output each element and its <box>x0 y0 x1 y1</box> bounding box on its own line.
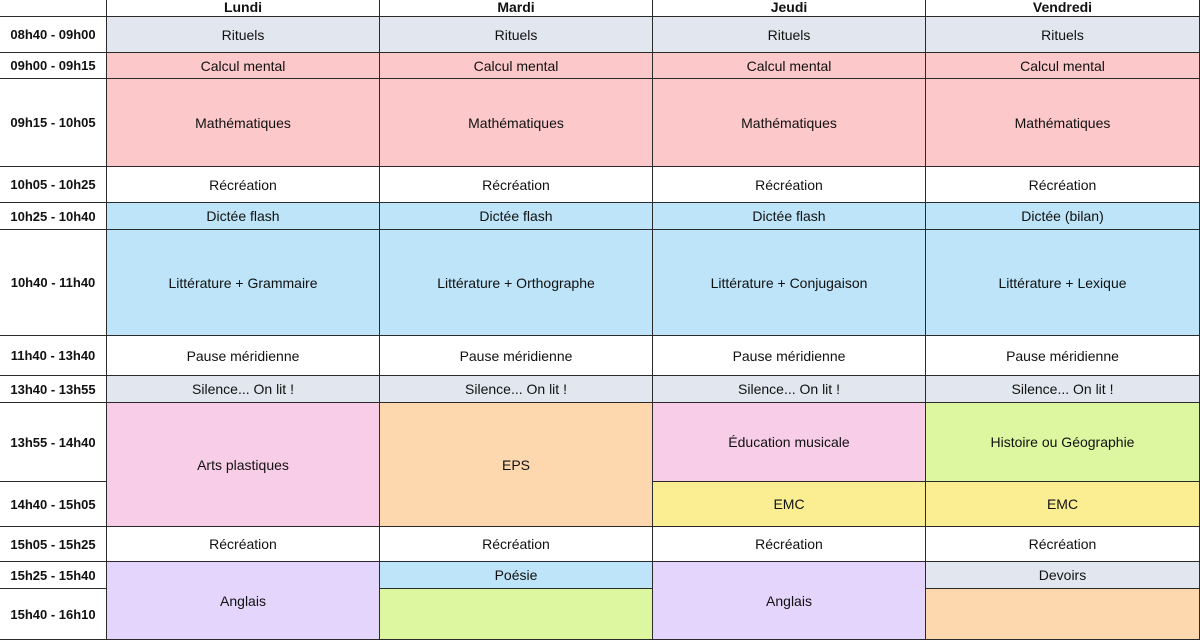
empty-activity-cell <box>380 589 653 640</box>
activity-cell: Arts plastiques <box>107 403 380 527</box>
activity-cell: EMC <box>926 482 1200 527</box>
activity-cell: Silence... On lit ! <box>653 376 926 403</box>
activity-cell: Récréation <box>926 167 1200 203</box>
activity-cell: Littérature + Lexique <box>926 230 1200 336</box>
activity-cell: Récréation <box>653 167 926 203</box>
activity-cell: Histoire ou Géographie <box>926 403 1200 482</box>
activity-cell: Devoirs <box>926 562 1200 589</box>
activity-cell: Silence... On lit ! <box>107 376 380 403</box>
activity-cell: Dictée (bilan) <box>926 203 1200 230</box>
time-slot-label: 09h00 - 09h15 <box>0 53 107 79</box>
day-header-mardi: Mardi <box>380 0 653 17</box>
activity-cell: Calcul mental <box>107 53 380 79</box>
activity-cell: EMC <box>653 482 926 527</box>
activity-cell: Calcul mental <box>653 53 926 79</box>
activity-cell: Pause méridienne <box>380 336 653 376</box>
activity-cell: EPS <box>380 403 653 527</box>
activity-cell: Calcul mental <box>380 53 653 79</box>
time-slot-label: 15h40 - 16h10 <box>0 589 107 640</box>
time-slot-label: 13h40 - 13h55 <box>0 376 107 403</box>
day-header-vendredi: Vendredi <box>926 0 1200 17</box>
activity-cell: Rituels <box>380 17 653 53</box>
activity-cell: Rituels <box>926 17 1200 53</box>
activity-cell: Anglais <box>107 562 380 640</box>
activity-cell: Mathématiques <box>107 79 380 167</box>
activity-cell: Poésie <box>380 562 653 589</box>
activity-cell: Récréation <box>926 527 1200 562</box>
time-slot-label: 10h40 - 11h40 <box>0 230 107 336</box>
time-slot-label: 15h05 - 15h25 <box>0 527 107 562</box>
time-slot-label: 09h15 - 10h05 <box>0 79 107 167</box>
activity-cell: Mathématiques <box>380 79 653 167</box>
empty-activity-cell <box>926 589 1200 640</box>
time-slot-label: 10h25 - 10h40 <box>0 203 107 230</box>
time-slot-label: 14h40 - 15h05 <box>0 482 107 527</box>
activity-cell: Rituels <box>653 17 926 53</box>
day-header-jeudi: Jeudi <box>653 0 926 17</box>
activity-cell: Silence... On lit ! <box>926 376 1200 403</box>
activity-cell: Récréation <box>380 167 653 203</box>
time-slot-label: 15h25 - 15h40 <box>0 562 107 589</box>
activity-cell: Rituels <box>107 17 380 53</box>
activity-cell: Récréation <box>107 167 380 203</box>
activity-cell: Littérature + Grammaire <box>107 230 380 336</box>
activity-cell: Pause méridienne <box>653 336 926 376</box>
activity-cell: Littérature + Orthographe <box>380 230 653 336</box>
activity-cell: Récréation <box>107 527 380 562</box>
activity-cell: Pause méridienne <box>926 336 1200 376</box>
time-slot-label: 11h40 - 13h40 <box>0 336 107 376</box>
activity-cell: Éducation musicale <box>653 403 926 482</box>
activity-cell: Dictée flash <box>380 203 653 230</box>
activity-cell: Pause méridienne <box>107 336 380 376</box>
time-slot-label: 10h05 - 10h25 <box>0 167 107 203</box>
activity-cell: Récréation <box>653 527 926 562</box>
activity-cell: Calcul mental <box>926 53 1200 79</box>
activity-cell: Littérature + Conjugaison <box>653 230 926 336</box>
activity-cell: Dictée flash <box>107 203 380 230</box>
time-slot-label: 08h40 - 09h00 <box>0 17 107 53</box>
activity-cell: Mathématiques <box>926 79 1200 167</box>
day-header-lundi: Lundi <box>107 0 380 17</box>
activity-cell: Dictée flash <box>653 203 926 230</box>
activity-cell: Silence... On lit ! <box>380 376 653 403</box>
time-slot-label: 13h55 - 14h40 <box>0 403 107 482</box>
corner-cell <box>0 0 107 17</box>
activity-cell: Mathématiques <box>653 79 926 167</box>
activity-cell: Anglais <box>653 562 926 640</box>
activity-cell: Récréation <box>380 527 653 562</box>
